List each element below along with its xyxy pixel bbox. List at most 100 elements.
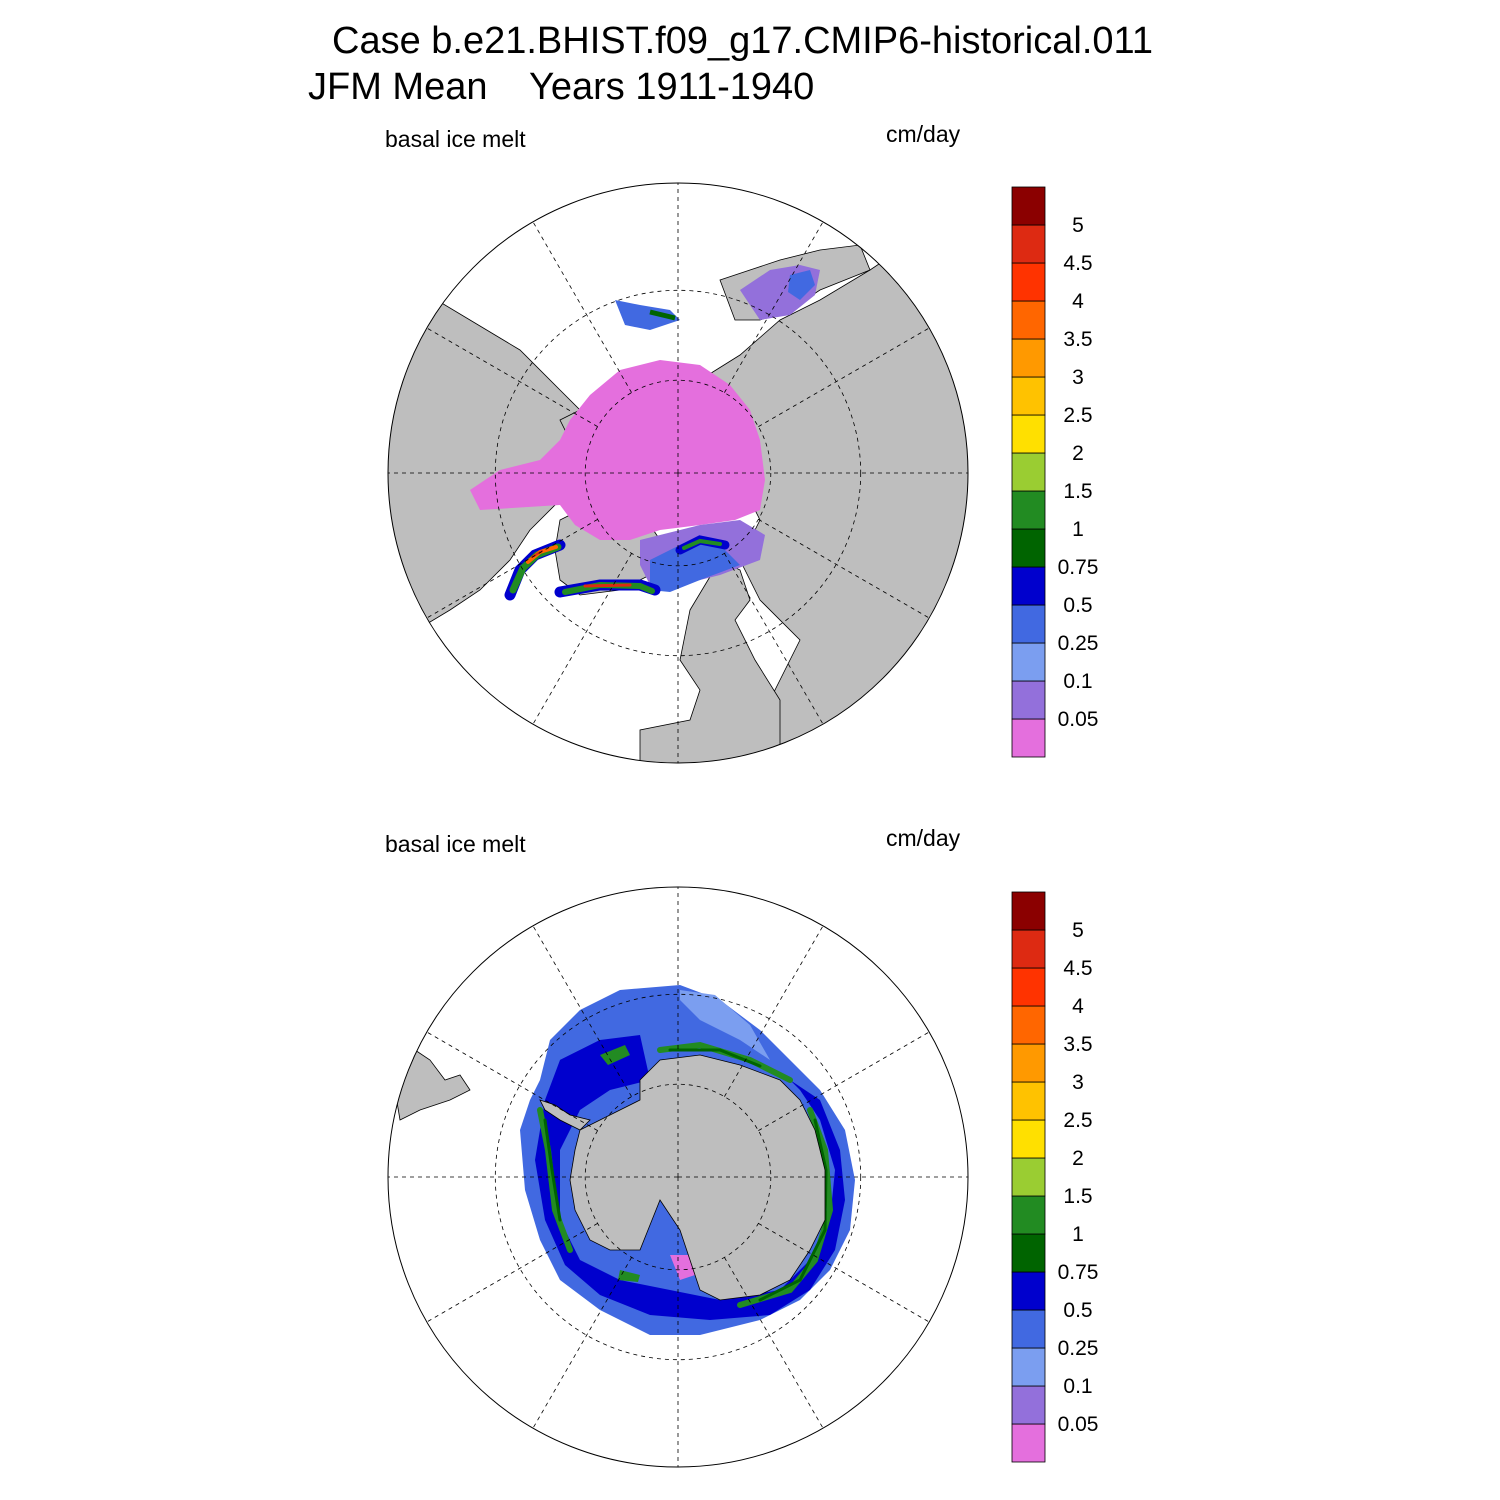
south-graticule <box>388 887 968 1467</box>
south-colorbar-box <box>1011 1043 1046 1083</box>
north-colorbar-tick-label: 2.5 <box>1063 404 1092 427</box>
south-colorbar-tick-label: 2.5 <box>1063 1109 1092 1132</box>
north-colorbar-box <box>1011 566 1046 606</box>
south-field-light-pack <box>680 990 770 1060</box>
north-colorbar-tick-label: 4.5 <box>1063 252 1092 275</box>
north-colorbar-box <box>1011 338 1046 378</box>
south-field-green-patch-2 <box>618 1270 640 1282</box>
north-colorbar: 0.05 0.1 0.25 0.5 0.75 1 1.5 2 2.5 3 3.5 4 4.5 5 <box>1011 186 1099 758</box>
north-meridian-line <box>532 553 632 725</box>
north-colorbar-box <box>1011 680 1046 720</box>
north-colorbar-box <box>1011 642 1046 682</box>
north-field-greenland-edge-hot <box>583 583 632 588</box>
south-meridian-line <box>532 1257 632 1429</box>
south-colorbar-tick-label: 0.5 <box>1063 1299 1092 1322</box>
north-units-label: cm/day <box>886 121 961 147</box>
south-colorbar-box <box>1011 1119 1046 1159</box>
south-colorbar-box <box>1011 1271 1046 1311</box>
south-colorbar-tick-label: 1 <box>1072 1223 1084 1246</box>
south-meridian-line <box>758 1031 930 1131</box>
north-colorbar-box <box>1011 262 1046 302</box>
south-polar-map <box>387 886 969 1468</box>
north-meridian-line <box>426 519 598 619</box>
south-latitude-circle <box>584 1083 772 1271</box>
south-colorbar-tick-label: 1.5 <box>1063 1185 1092 1208</box>
north-field-bering-edge <box>649 309 676 321</box>
north-border <box>387 182 969 764</box>
south-meridian-line <box>724 1257 824 1429</box>
south-colorbar-tick-label: 0.05 <box>1058 1413 1099 1436</box>
south-meridian-line <box>758 1223 930 1323</box>
north-colorbar-box <box>1011 414 1046 454</box>
north-colorbar-tick-label: 4 <box>1072 290 1084 313</box>
north-field-okhotsk-core <box>788 270 815 300</box>
south-meridian-line <box>532 925 632 1097</box>
north-graticule <box>388 183 968 763</box>
north-colorbar-box <box>1011 224 1046 264</box>
north-meridian-line <box>758 519 930 619</box>
south-colorbar-tick-label: 3.5 <box>1063 1033 1092 1056</box>
north-colorbar-tick-label: 2 <box>1072 442 1084 465</box>
south-colorbar-box <box>1011 1195 1046 1235</box>
south-colorbar-tick-label: 3 <box>1072 1071 1084 1094</box>
north-colorbar-box <box>1011 300 1046 340</box>
south-field-green-patch-1 <box>600 1045 630 1065</box>
north-colorbar-tick-label: 3 <box>1072 366 1084 389</box>
south-colorbar-box <box>1011 891 1046 931</box>
south-meridian-line <box>426 1031 598 1131</box>
north-colorbar-box <box>1011 528 1046 568</box>
south-units-label: cm/day <box>886 825 961 851</box>
north-colorbar-tick-label: 5 <box>1072 214 1084 237</box>
north-field-svalbard-edge-green <box>682 538 722 550</box>
north-colorbar-box <box>1011 604 1046 644</box>
north-variable-label: basal ice melt <box>385 126 526 152</box>
north-polar-map <box>387 182 969 764</box>
north-field-central-arctic <box>470 360 765 540</box>
south-colorbar-box <box>1011 929 1046 969</box>
north-colorbar-box <box>1011 376 1046 416</box>
north-colorbar-box <box>1011 186 1046 226</box>
south-colorbar-box <box>1011 1423 1046 1463</box>
north-colorbar-tick-label: 3.5 <box>1063 328 1092 351</box>
period-title: JFM Mean Years 1911-1940 <box>308 66 815 108</box>
south-colorbar-tick-label: 2 <box>1072 1147 1084 1170</box>
south-colorbar-box <box>1011 967 1046 1007</box>
north-colorbar-tick-label: 1.5 <box>1063 480 1092 503</box>
south-colorbar-box <box>1011 1309 1046 1349</box>
north-colorbar-tick-label: 0.5 <box>1063 594 1092 617</box>
south-meridian-line <box>426 1223 598 1323</box>
north-field-bering <box>615 300 680 330</box>
south-variable-label: basal ice melt <box>385 831 526 857</box>
south-field-coastal-dark <box>543 1048 828 1302</box>
north-field-barents <box>650 540 740 592</box>
south-colorbar-box <box>1011 1005 1046 1045</box>
north-colorbar-tick-label: 1 <box>1072 518 1084 541</box>
south-colorbar-box <box>1011 1233 1046 1273</box>
south-colorbar-tick-label: 0.1 <box>1063 1375 1092 1398</box>
south-colorbar-box <box>1011 1157 1046 1197</box>
north-meridian-line <box>724 553 824 725</box>
north-meridian-line <box>426 327 598 427</box>
south-meridian-line <box>724 925 824 1097</box>
south-colorbar-box <box>1011 1385 1046 1425</box>
north-colorbar-box <box>1011 452 1046 492</box>
south-border <box>387 886 969 1468</box>
south-colorbar-tick-label: 0.75 <box>1058 1261 1099 1284</box>
north-latitude-circle <box>584 379 772 567</box>
north-colorbar-tick-label: 0.1 <box>1063 670 1092 693</box>
south-latitude-circle <box>494 993 862 1361</box>
south-colorbar-tick-label: 5 <box>1072 919 1084 942</box>
north-latitude-circle <box>494 289 862 657</box>
north-meridian-line <box>724 221 824 393</box>
north-meridian-line <box>532 221 632 393</box>
case-title: Case b.e21.BHIST.f09_g17.CMIP6-historica… <box>332 20 1153 62</box>
north-colorbar-box <box>1011 490 1046 530</box>
north-land-europe <box>639 559 781 763</box>
south-land-antarctica <box>569 1054 826 1301</box>
south-colorbar-box <box>1011 1081 1046 1121</box>
north-colorbar-tick-label: 0.25 <box>1058 632 1099 655</box>
north-colorbar-box <box>1011 718 1046 758</box>
south-colorbar: 0.05 0.1 0.25 0.5 0.75 1 1.5 2 2.5 3 3.5 4 4.5 5 <box>1011 891 1099 1463</box>
south-colorbar-tick-label: 4.5 <box>1063 957 1092 980</box>
